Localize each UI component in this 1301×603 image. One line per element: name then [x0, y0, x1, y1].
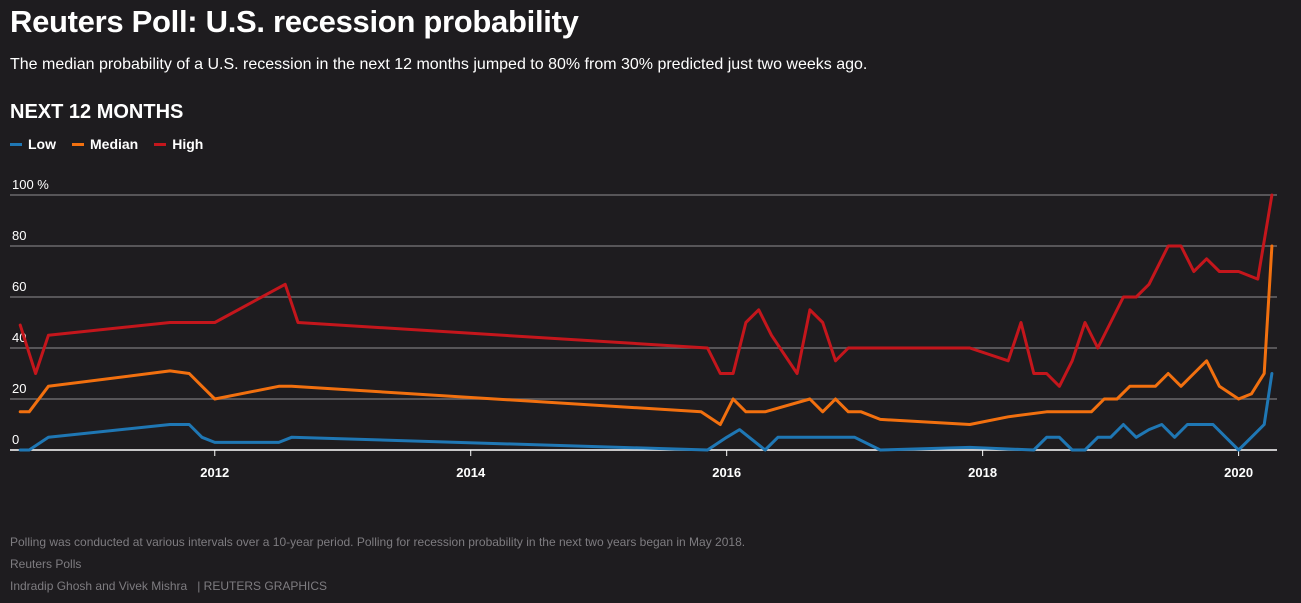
y-tick-label-100: 100 % — [12, 177, 49, 192]
footer: Polling was conducted at various interva… — [10, 531, 745, 597]
x-tick-label-2018: 2018 — [968, 465, 997, 480]
legend-label-high: High — [172, 136, 204, 152]
y-tick-label-60: 60 — [12, 279, 26, 294]
footer-note: Polling was conducted at various interva… — [10, 535, 746, 549]
chart-subtitle: The median probability of a U.S. recessi… — [10, 56, 868, 73]
footer-credit: Indradip Ghosh and Vivek Mishra | REUTER… — [10, 575, 745, 597]
footer-authors: Indradip Ghosh and Vivek Mishra — [10, 579, 188, 593]
legend: Low Median High — [10, 136, 203, 152]
legend-item-low: Low — [10, 136, 56, 152]
footer-brand: | REUTERS GRAPHICS — [197, 579, 328, 593]
series-line-high — [18, 193, 1274, 388]
x-tick-label-2014: 2014 — [456, 465, 486, 480]
x-tick-label-2020: 2020 — [1224, 465, 1253, 480]
legend-label-median: Median — [90, 136, 139, 152]
series-line-low — [18, 372, 1274, 452]
x-axis-labels: 2012 2014 2016 2018 2020 — [200, 450, 1253, 480]
series-lines — [18, 193, 1274, 452]
series-line-median — [18, 244, 1274, 426]
section-title: NEXT 12 MONTHS — [10, 101, 184, 123]
legend-swatch-high — [154, 142, 167, 146]
legend-item-median: Median — [72, 136, 138, 152]
legend-swatch-low — [10, 142, 22, 146]
legend-swatch-median — [72, 142, 84, 146]
y-tick-label-20: 20 — [12, 381, 26, 396]
legend-label-low: Low — [28, 136, 56, 152]
grid-lines — [10, 194, 1277, 451]
x-tick-label-2012: 2012 — [200, 465, 229, 480]
chart-title: Reuters Poll: U.S. recession probability — [10, 4, 579, 39]
y-tick-label-80: 80 — [12, 228, 26, 243]
x-tick-label-2016: 2016 — [712, 465, 741, 480]
y-tick-label-0: 0 — [12, 432, 19, 447]
footer-source: Reuters Polls — [10, 557, 82, 571]
legend-item-high: High — [154, 136, 203, 152]
